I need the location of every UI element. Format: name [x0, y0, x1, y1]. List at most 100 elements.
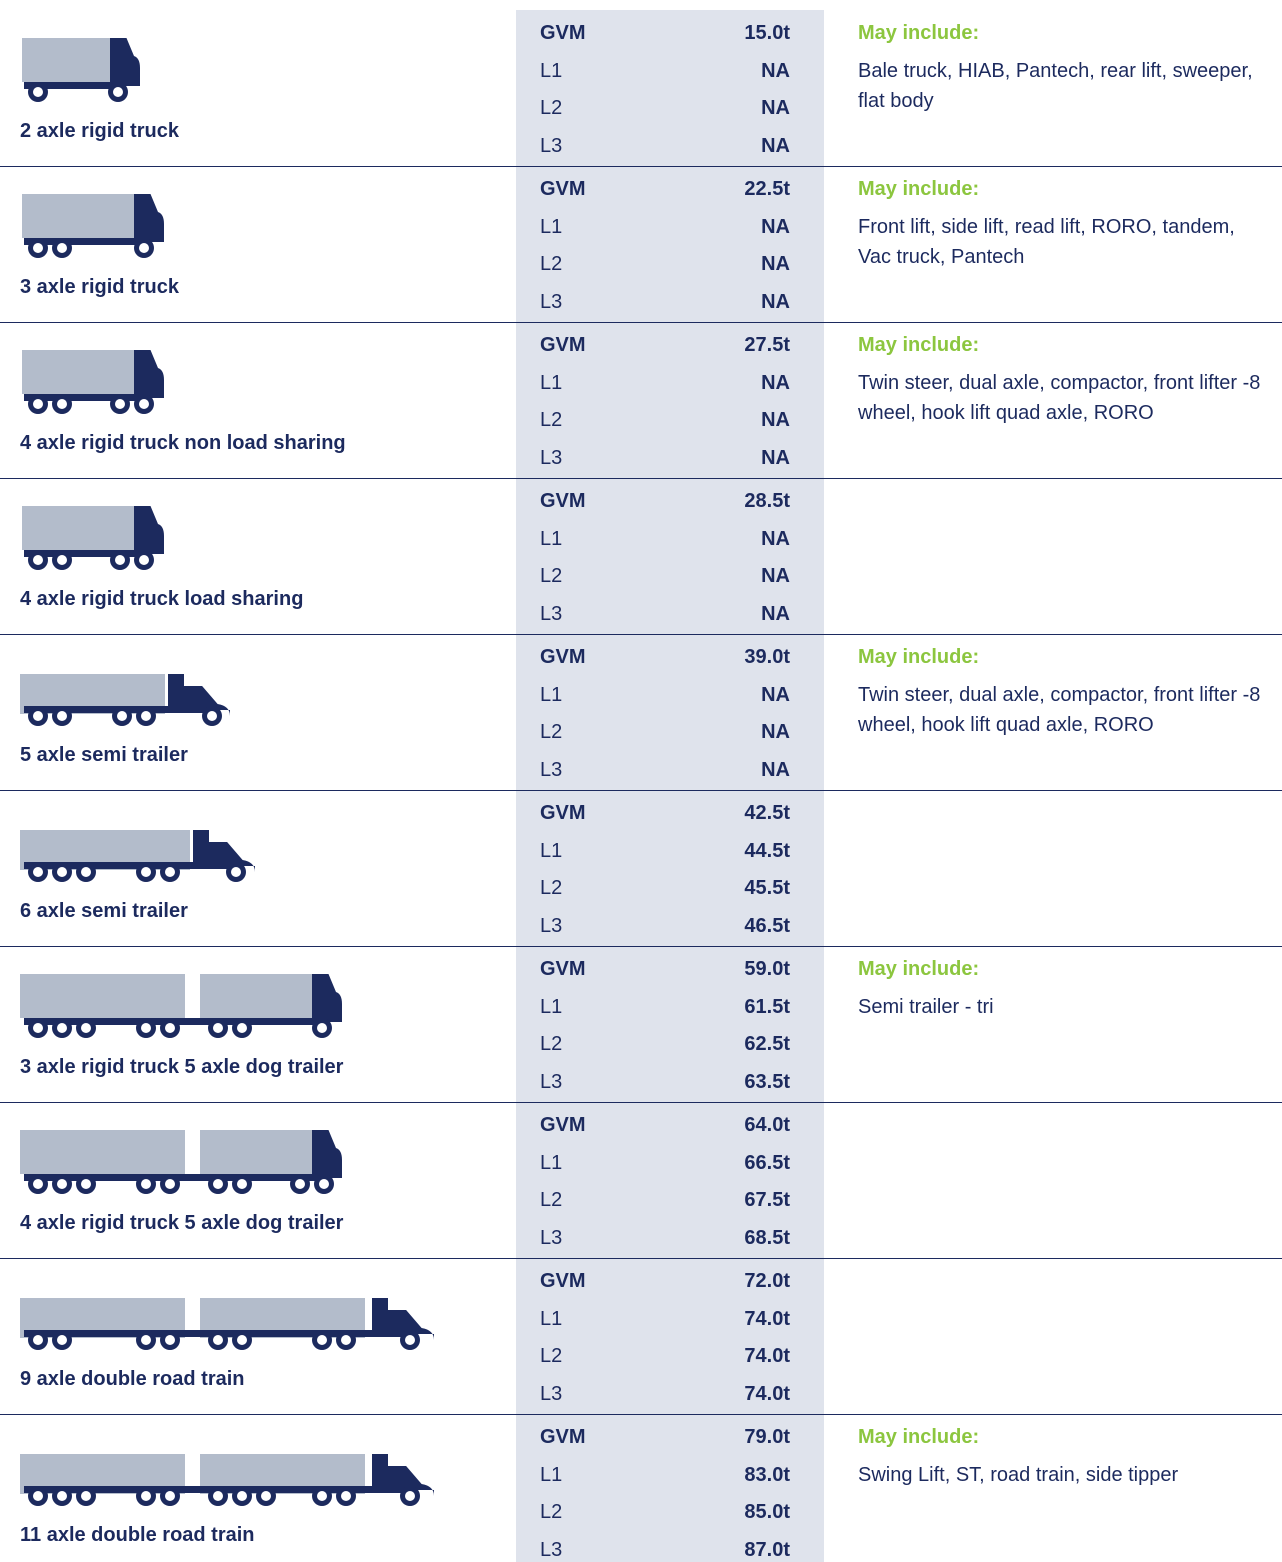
spec-label: L2 [540, 1033, 562, 1056]
spec-label: L2 [540, 409, 562, 432]
includes-heading: May include: [858, 22, 979, 45]
spec-value: 87.0t [670, 1539, 790, 1562]
vehicle-name: 3 axle rigid truck [20, 276, 179, 299]
spec-value: NA [670, 684, 790, 707]
spec-value: 83.0t [670, 1464, 790, 1487]
spec-label: GVM [540, 178, 586, 201]
spec-label: L1 [540, 60, 562, 83]
spec-value: 46.5t [670, 915, 790, 938]
vehicle-icon [0, 10, 460, 110]
spec-label: L1 [540, 1464, 562, 1487]
vehicle-icon [0, 1414, 460, 1514]
spec-value: NA [670, 565, 790, 588]
spec-label: GVM [540, 646, 586, 669]
spec-value: 72.0t [670, 1270, 790, 1293]
spec-value: 67.5t [670, 1189, 790, 1212]
spec-label: L3 [540, 1071, 562, 1094]
spec-label: L2 [540, 253, 562, 276]
spec-label: L3 [540, 759, 562, 782]
spec-value: 27.5t [670, 334, 790, 357]
spec-label: L3 [540, 135, 562, 158]
vehicle-name: 11 axle double road train [20, 1524, 255, 1547]
vehicle-name: 4 axle rigid truck non load sharing [20, 432, 346, 455]
page: 2 axle rigid truckGVM15.0tL1NAL2NAL3NAMa… [0, 0, 1282, 1562]
spec-value: NA [670, 721, 790, 744]
spec-value: 64.0t [670, 1114, 790, 1137]
spec-value: 66.5t [670, 1152, 790, 1175]
spec-label: L2 [540, 721, 562, 744]
spec-label: L3 [540, 1383, 562, 1406]
spec-value: 63.5t [670, 1071, 790, 1094]
vehicle-name: 4 axle rigid truck 5 axle dog trailer [20, 1212, 343, 1235]
vehicle-icon [0, 790, 460, 890]
includes-text: Swing Lift, ST, road train, side tipper [858, 1460, 1268, 1490]
spec-value: NA [670, 603, 790, 626]
spec-label: GVM [540, 1270, 586, 1293]
spec-value: 28.5t [670, 490, 790, 513]
spec-value: NA [670, 759, 790, 782]
vehicle-icon [0, 478, 460, 578]
spec-value: 42.5t [670, 802, 790, 825]
includes-text: Bale truck, HIAB, Pantech, rear lift, sw… [858, 56, 1268, 116]
spec-value: NA [670, 447, 790, 470]
spec-value: NA [670, 216, 790, 239]
spec-label: GVM [540, 490, 586, 513]
vehicle-icon [0, 322, 460, 422]
includes-text: Twin steer, dual axle, compactor, front … [858, 680, 1268, 740]
spec-label: GVM [540, 1114, 586, 1137]
vehicle-name: 5 axle semi trailer [20, 744, 188, 767]
spec-value: 44.5t [670, 840, 790, 863]
includes-text: Twin steer, dual axle, compactor, front … [858, 368, 1268, 428]
vehicle-name: 4 axle rigid truck load sharing [20, 588, 303, 611]
includes-heading: May include: [858, 178, 979, 201]
vehicle-icon [0, 1258, 460, 1358]
spec-label: L2 [540, 1345, 562, 1368]
spec-label: L1 [540, 840, 562, 863]
spec-value: 22.5t [670, 178, 790, 201]
includes-text: Front lift, side lift, read lift, RORO, … [858, 212, 1268, 272]
vehicle-icon [0, 1102, 460, 1202]
includes-heading: May include: [858, 1426, 979, 1449]
spec-value: 62.5t [670, 1033, 790, 1056]
spec-label: GVM [540, 334, 586, 357]
spec-value: 61.5t [670, 996, 790, 1019]
spec-label: L2 [540, 877, 562, 900]
spec-label: L3 [540, 915, 562, 938]
spec-label: L1 [540, 528, 562, 551]
spec-label: L1 [540, 1308, 562, 1331]
spec-label: GVM [540, 958, 586, 981]
spec-value: NA [670, 253, 790, 276]
spec-label: L1 [540, 372, 562, 395]
spec-label: L1 [540, 1152, 562, 1175]
vehicle-icon [0, 166, 460, 266]
spec-label: L3 [540, 447, 562, 470]
spec-value: NA [670, 409, 790, 432]
spec-label: L2 [540, 1501, 562, 1524]
includes-text: Semi trailer - tri [858, 992, 1268, 1022]
vehicle-icon [0, 946, 460, 1046]
spec-value: NA [670, 60, 790, 83]
spec-label: GVM [540, 802, 586, 825]
spec-label: GVM [540, 1426, 586, 1449]
spec-value: 68.5t [670, 1227, 790, 1250]
spec-label: GVM [540, 22, 586, 45]
spec-label: L2 [540, 565, 562, 588]
spec-value: 45.5t [670, 877, 790, 900]
spec-label: L3 [540, 1539, 562, 1562]
vehicle-name: 3 axle rigid truck 5 axle dog trailer [20, 1056, 343, 1079]
spec-value: NA [670, 291, 790, 314]
spec-value: NA [670, 372, 790, 395]
spec-value: 85.0t [670, 1501, 790, 1524]
spec-label: L3 [540, 603, 562, 626]
spec-value: 79.0t [670, 1426, 790, 1449]
spec-value: 74.0t [670, 1345, 790, 1368]
spec-value: 59.0t [670, 958, 790, 981]
includes-heading: May include: [858, 958, 979, 981]
vehicle-name: 9 axle double road train [20, 1368, 245, 1391]
spec-label: L1 [540, 684, 562, 707]
spec-label: L2 [540, 97, 562, 120]
vehicle-icon [0, 634, 460, 734]
includes-heading: May include: [858, 334, 979, 357]
spec-label: L2 [540, 1189, 562, 1212]
vehicle-name: 2 axle rigid truck [20, 120, 179, 143]
